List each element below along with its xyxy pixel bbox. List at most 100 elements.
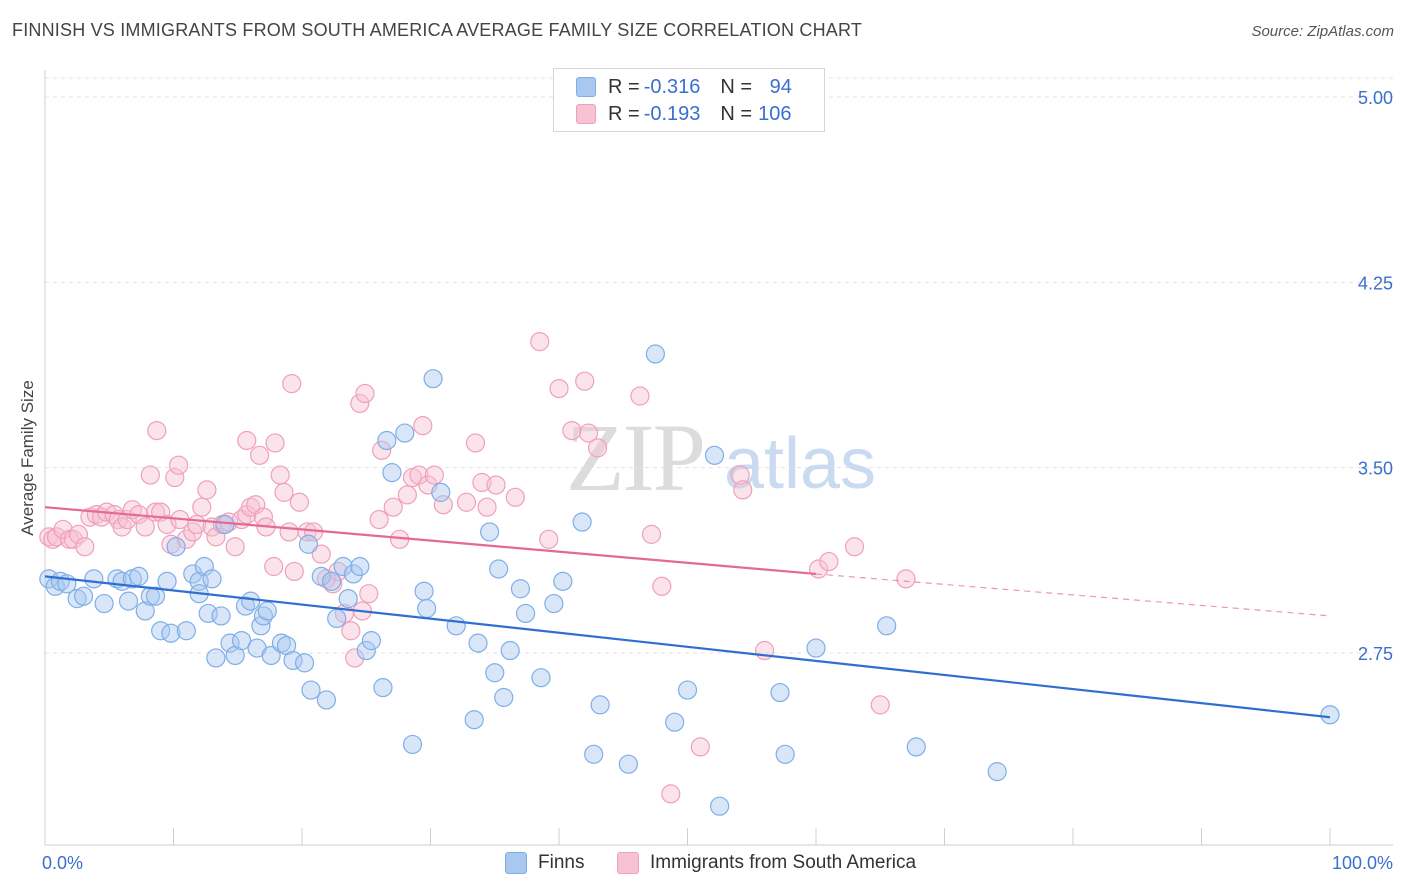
r-label: R =: [608, 75, 640, 98]
immigrants-point: [690, 737, 710, 757]
n-label: N =: [720, 75, 753, 98]
immigrants-point: [355, 383, 375, 404]
finns-point: [515, 603, 536, 624]
immigrants-point: [289, 492, 310, 512]
finns-point: [232, 631, 252, 651]
finns-point: [206, 648, 226, 668]
finns-point: [94, 593, 114, 614]
finns-point: [382, 463, 402, 483]
immigrants-point: [424, 465, 444, 485]
y-tick-label: 2.75: [1358, 644, 1393, 664]
finns-point: [261, 645, 281, 666]
legend-label-finns: Finns: [538, 852, 585, 873]
finns-point: [316, 690, 337, 710]
immigrants-point: [75, 537, 95, 557]
immigrants-swatch: [617, 852, 639, 874]
series-legend: Finns Immigrants from South America: [0, 852, 1406, 878]
finns-point: [464, 710, 484, 730]
immigrants-point: [284, 561, 304, 582]
immigrants-point: [192, 497, 212, 517]
correlation-legend: R = -0.316 N = 94 R = -0.193 N = 106: [553, 68, 825, 132]
finns-point: [135, 601, 155, 621]
n-label: N =: [720, 102, 753, 125]
finns-point: [468, 633, 488, 653]
finns-point: [350, 556, 370, 577]
finns-point: [906, 737, 926, 757]
finns-point: [446, 616, 466, 636]
y-tick-label: 3.50: [1358, 459, 1393, 479]
finns-point: [211, 606, 231, 626]
watermark-zip: ZIP: [566, 404, 704, 511]
finns-point: [704, 445, 725, 465]
immigrants-point: [311, 544, 331, 564]
finns-point: [572, 512, 592, 532]
immigrants-point: [549, 378, 569, 399]
immigrants-point: [345, 648, 365, 668]
x-tick-label-right: 100.0%: [1332, 853, 1393, 873]
finns-point: [645, 344, 665, 364]
finns-point: [157, 571, 177, 591]
r-value: -0.316: [643, 75, 701, 98]
finns-point: [220, 633, 240, 653]
finns-point: [877, 616, 897, 636]
immigrants-point: [578, 423, 599, 443]
immigrants-point: [249, 445, 270, 465]
immigrants-point: [844, 537, 865, 557]
immigrants-point: [433, 495, 453, 515]
series-immigrants-south-america: [39, 332, 916, 804]
immigrants-point: [383, 497, 403, 517]
finns-point: [327, 608, 347, 629]
finns-point: [553, 571, 573, 591]
immigrants-point: [465, 433, 486, 453]
finns-point: [377, 430, 397, 451]
immigrants-point: [575, 371, 595, 391]
finns-point: [494, 687, 514, 708]
immigrants-point: [237, 430, 257, 451]
finns-point: [531, 668, 551, 688]
finns-point: [544, 593, 564, 614]
legend-label-immigrants: Immigrants from South America: [650, 852, 917, 873]
finns-point: [584, 744, 604, 764]
immigrants-point: [225, 537, 245, 557]
immigrants-point: [265, 433, 285, 453]
legend-item-finns: Finns: [505, 852, 584, 874]
immigrants-point: [530, 332, 550, 352]
finns-point: [395, 423, 415, 443]
finns-point: [618, 754, 638, 774]
immigrants-point: [661, 784, 681, 804]
immigrants-point: [68, 524, 89, 544]
immigrants-point: [157, 514, 177, 535]
finns-point: [770, 682, 790, 703]
finns-point: [677, 680, 698, 700]
finns-point: [241, 591, 261, 611]
grid-lines: [45, 77, 1393, 654]
r-label: R =: [608, 102, 640, 125]
immigrants-point: [197, 480, 217, 500]
finns-point: [271, 633, 292, 653]
immigrants-point: [341, 621, 361, 641]
finns-point: [73, 586, 94, 606]
chart-title: FINNISH VS IMMIGRANTS FROM SOUTH AMERICA…: [12, 20, 863, 40]
immigrants-point: [316, 569, 337, 589]
finns-point: [183, 564, 203, 584]
axes: [44, 70, 1393, 846]
legend-row-immigrants: R = -0.193 N = 106: [576, 100, 791, 128]
immigrants-point: [169, 455, 189, 475]
x-tick-label-left: 0.0%: [42, 853, 83, 873]
series-finns: [39, 344, 1340, 816]
immigrants-point: [161, 534, 181, 554]
immigrants-point: [472, 472, 492, 493]
finns-point: [161, 623, 181, 643]
finns-point: [423, 369, 443, 389]
finns-point: [1320, 705, 1340, 725]
immigrants-point: [369, 509, 389, 530]
immigrants-point: [539, 529, 559, 549]
finns-point: [417, 598, 437, 619]
immigrants-point: [870, 695, 890, 715]
immigrants-point: [819, 551, 839, 572]
immigrants-point: [397, 485, 417, 505]
finns-point: [987, 762, 1007, 782]
finns-point: [489, 559, 509, 579]
immigrants-point: [486, 475, 506, 495]
